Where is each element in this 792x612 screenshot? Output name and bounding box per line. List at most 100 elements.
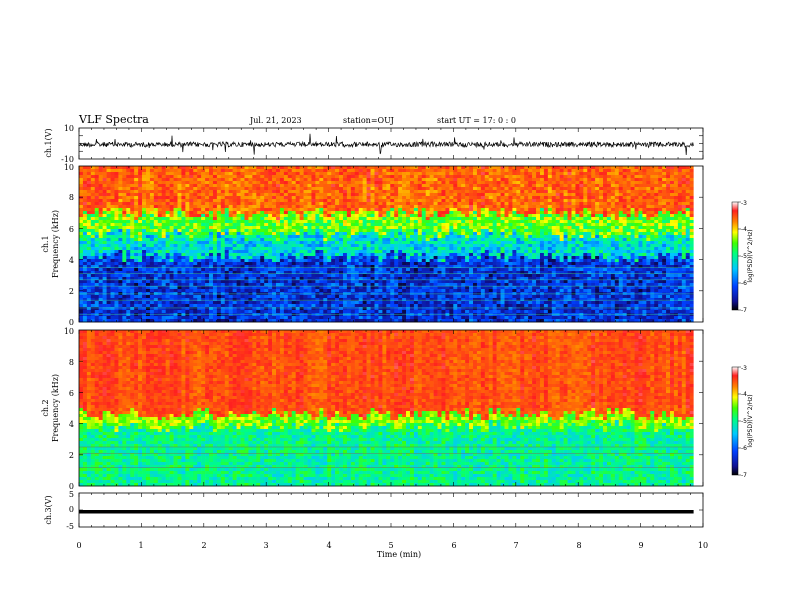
spectrogram-cell (130, 292, 135, 296)
spectrogram-cell (429, 319, 434, 323)
spectrogram-cell (252, 292, 257, 296)
spectrogram-cell (181, 211, 186, 215)
spectrogram-cell (193, 208, 198, 212)
spectrogram-cell (386, 277, 391, 281)
spectrogram-cell (366, 274, 371, 278)
spectrogram-cell (350, 229, 356, 233)
spectrogram-cell (134, 280, 139, 284)
spectrogram-cell (370, 268, 375, 272)
spectrogram-cell (276, 286, 281, 290)
spectrogram-cell (276, 223, 281, 227)
spectrogram-cell (252, 286, 257, 290)
spectrogram-cell (189, 205, 194, 209)
spectrogram-cell (142, 244, 147, 248)
spectrogram-cell (220, 208, 226, 212)
spectrogram-cell (402, 202, 407, 206)
spectrogram-cell (142, 304, 147, 308)
spectrogram-cell (362, 184, 367, 188)
spectrogram-cell (350, 280, 356, 284)
spectrogram-cell (216, 265, 222, 269)
spectrogram-cell (130, 181, 135, 185)
spectrogram-cell (327, 184, 332, 188)
spectrogram-cell (102, 232, 107, 236)
spectrogram-cell (177, 250, 182, 254)
spectrogram-cell (193, 313, 198, 317)
spectrogram-cell (193, 172, 198, 176)
spectrogram-cell (256, 181, 261, 185)
spectrogram-cell (366, 298, 371, 302)
spectrogram-cell (118, 187, 123, 191)
spectrogram-cell (279, 292, 285, 296)
spectrogram-cell (382, 166, 387, 170)
spectrogram-cell (303, 289, 308, 293)
spectrogram-cell (370, 175, 375, 179)
spectrogram-cell (114, 274, 119, 278)
spectrogram-cell (386, 316, 391, 320)
spectrogram-cell (205, 214, 210, 218)
spectrogram-cell (185, 316, 190, 320)
spectrogram-cell (268, 226, 273, 230)
spectrogram-cell (98, 265, 103, 269)
spectrogram-cell (236, 172, 241, 176)
spectrogram-cell (406, 274, 411, 278)
spectrogram-cell (437, 250, 442, 254)
spectrogram-cell (244, 184, 249, 188)
spectrogram-cell (130, 208, 135, 212)
spectrogram-cell (433, 304, 438, 308)
spectrogram-cell (122, 220, 127, 224)
spectrogram-cell (327, 172, 332, 176)
spectrogram-cell (244, 238, 249, 242)
spectrogram-cell (201, 175, 206, 179)
spectrogram-cell (394, 235, 399, 239)
spectrogram-cell (126, 175, 131, 179)
spectrogram-cell (149, 220, 155, 224)
spectrogram-cell (299, 289, 304, 293)
spectrogram-cell (216, 211, 222, 215)
spectrogram-cell (177, 307, 182, 311)
spectrogram-cell (102, 187, 107, 191)
spectrogram-cell (244, 313, 249, 317)
spectrogram-cell (339, 283, 344, 287)
spectrogram-cell (315, 211, 320, 215)
spectrogram-cell (295, 226, 300, 230)
spectrogram-cell (268, 232, 273, 236)
spectrogram-cell (94, 211, 99, 215)
spectrogram-cell (350, 211, 356, 215)
spectrogram-cell (98, 241, 103, 245)
spectrogram-cell (323, 289, 328, 293)
spectrogram-cell (256, 298, 261, 302)
spectrogram-cell (386, 193, 391, 197)
spectrogram-cell (228, 184, 233, 188)
spectrogram-cell (264, 199, 269, 203)
spectrogram-cell (220, 226, 226, 230)
spectrogram-cell (307, 202, 312, 206)
spectrogram-cell (429, 316, 434, 320)
spectrogram-cell (110, 178, 115, 182)
spectrogram-cell (244, 226, 249, 230)
spectrogram-cell (378, 295, 383, 299)
spectrogram-cell (145, 214, 151, 218)
spectrogram-cell (126, 226, 131, 230)
spectrogram-cell (216, 223, 222, 227)
spectrogram-cell (122, 172, 127, 176)
spectrogram-cell (433, 271, 438, 275)
spectrogram-cell (94, 172, 99, 176)
spectrogram-cell (134, 256, 139, 260)
spectrogram-cell (295, 247, 300, 251)
spectrogram-cell (177, 256, 182, 260)
spectrogram-cell (346, 205, 352, 209)
spectrogram-cell (153, 253, 159, 257)
spectrogram-cell (161, 274, 166, 278)
spectrogram-cell (315, 289, 320, 293)
spectrogram-cell (130, 283, 135, 287)
spectrogram-cell (378, 310, 383, 314)
spectrogram-cell (110, 301, 115, 305)
spectrogram-cell (417, 190, 423, 194)
spectrogram-cell (276, 241, 281, 245)
spectrogram-cell (268, 268, 273, 272)
spectrogram-cell (279, 244, 285, 248)
spectrogram-cell (153, 238, 159, 242)
spectrogram-cell (244, 283, 249, 287)
spectrogram-cell (130, 313, 135, 317)
spectrogram-cell (110, 247, 115, 251)
